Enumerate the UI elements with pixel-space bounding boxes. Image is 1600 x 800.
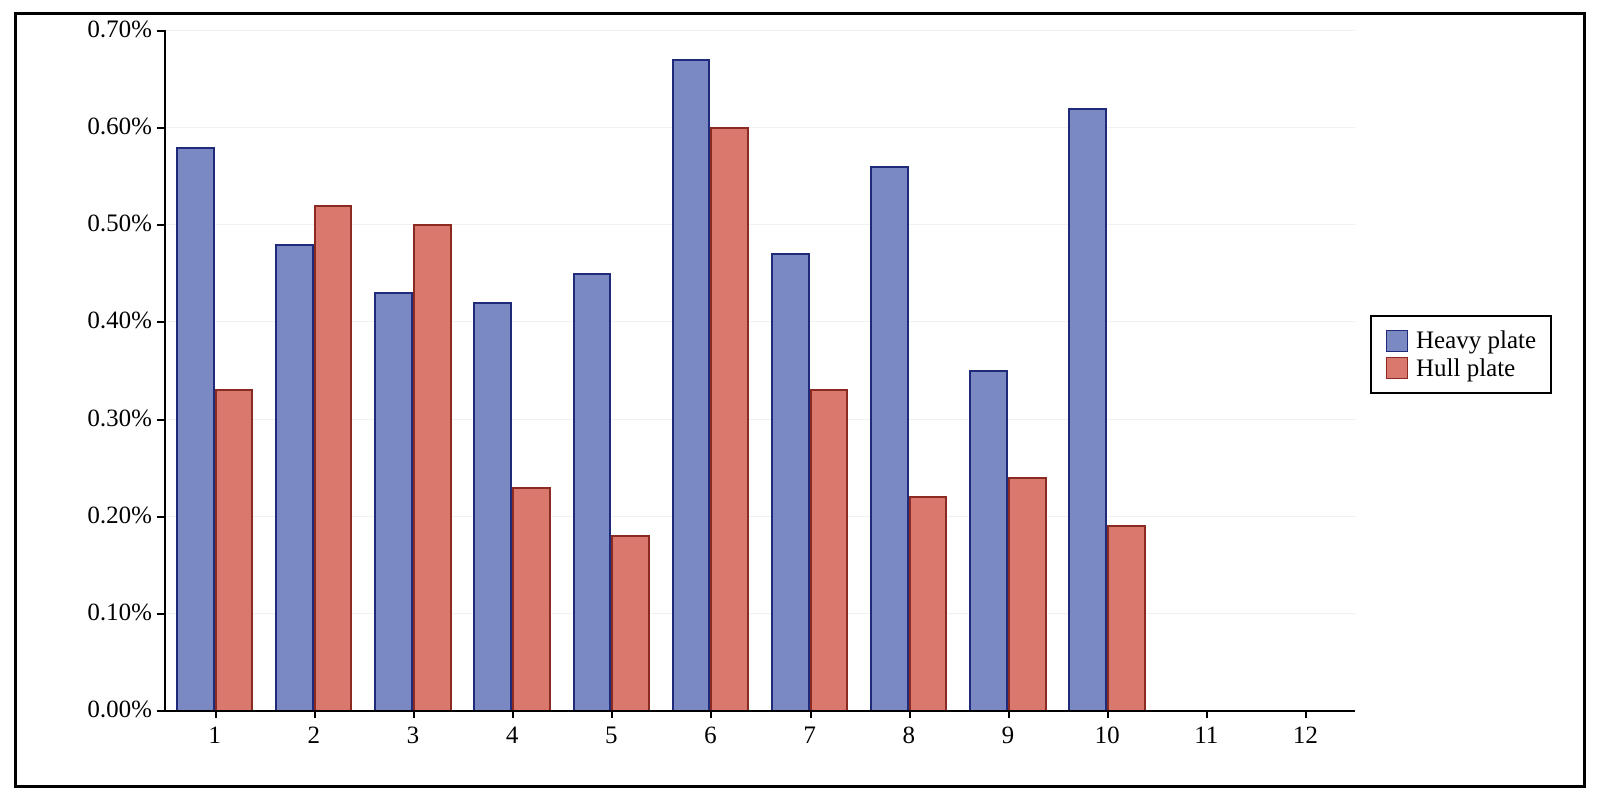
xtick-mark [611, 710, 613, 718]
legend-swatch [1386, 330, 1408, 352]
legend-label: Heavy plate [1416, 327, 1536, 355]
bar [413, 224, 452, 710]
xtick-label: 10 [1095, 722, 1120, 750]
xtick-label: 6 [704, 722, 717, 750]
bar [870, 166, 909, 710]
xtick-mark [314, 710, 316, 718]
bar [810, 389, 849, 710]
bar [275, 244, 314, 710]
ytick-label: 0.70% [70, 16, 152, 44]
ytick-label: 0.20% [70, 502, 152, 530]
xtick-mark [810, 710, 812, 718]
x-axis [165, 710, 1355, 712]
bar [1107, 525, 1146, 710]
bar [473, 302, 512, 710]
xtick-mark [1206, 710, 1208, 718]
xtick-label: 5 [605, 722, 618, 750]
bar [672, 59, 711, 710]
bar [969, 370, 1008, 710]
legend-label: Hull plate [1416, 355, 1515, 383]
xtick-mark [1305, 710, 1307, 718]
ytick-label: 0.00% [70, 696, 152, 724]
bar [215, 389, 254, 710]
bar [1008, 477, 1047, 710]
xtick-label: 9 [1002, 722, 1015, 750]
ytick-label: 0.10% [70, 599, 152, 627]
bar [771, 253, 810, 710]
xtick-mark [413, 710, 415, 718]
xtick-mark [512, 710, 514, 718]
ytick-label: 0.50% [70, 210, 152, 238]
xtick-mark [215, 710, 217, 718]
xtick-label: 1 [208, 722, 221, 750]
xtick-mark [909, 710, 911, 718]
legend: Heavy plateHull plate [1370, 315, 1552, 394]
ytick-label: 0.60% [70, 113, 152, 141]
xtick-mark [710, 710, 712, 718]
bar [909, 496, 948, 710]
gridline [165, 30, 1355, 31]
ytick-label: 0.30% [70, 405, 152, 433]
bar [611, 535, 650, 710]
xtick-mark [1008, 710, 1010, 718]
bar [1068, 108, 1107, 710]
xtick-label: 7 [803, 722, 816, 750]
xtick-mark [1107, 710, 1109, 718]
bar [314, 205, 353, 710]
legend-item: Heavy plate [1386, 327, 1536, 355]
bar [512, 487, 551, 710]
bar [176, 147, 215, 710]
xtick-label: 12 [1293, 722, 1318, 750]
y-axis [164, 30, 166, 711]
bar [710, 127, 749, 710]
xtick-label: 3 [407, 722, 420, 750]
xtick-label: 2 [308, 722, 321, 750]
xtick-label: 11 [1194, 722, 1218, 750]
ytick-label: 0.40% [70, 307, 152, 335]
legend-item: Hull plate [1386, 355, 1536, 383]
gridline [165, 127, 1355, 128]
plot-area [165, 30, 1355, 710]
legend-swatch [1386, 357, 1408, 379]
bar [573, 273, 612, 710]
xtick-label: 8 [903, 722, 916, 750]
bar [374, 292, 413, 710]
xtick-label: 4 [506, 722, 519, 750]
